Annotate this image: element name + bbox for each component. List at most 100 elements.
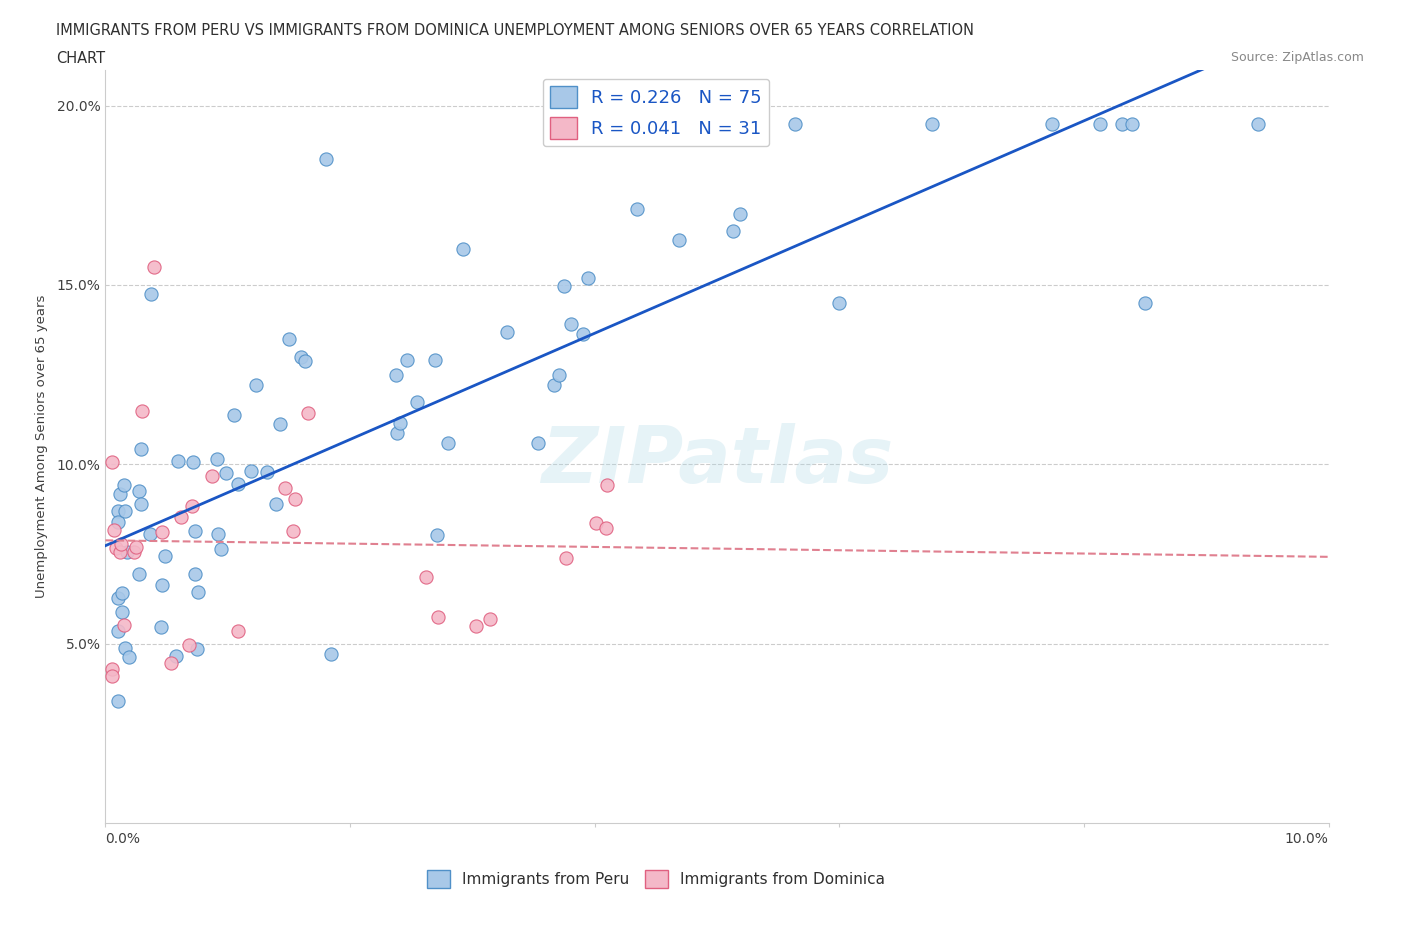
Point [165,649,187,664]
Point [389,415,412,430]
Point [668,232,690,247]
Point [186,642,208,657]
Point [184,566,207,581]
Point [274,481,297,496]
Point [395,352,418,367]
Point [264,497,287,512]
Text: Source: ZipAtlas.com: Source: ZipAtlas.com [1230,51,1364,64]
Point [107,624,129,639]
Point [560,316,582,331]
Point [107,504,129,519]
Point [107,591,129,605]
Point [112,477,135,492]
Point [256,464,278,479]
Point [131,403,153,418]
Point [114,641,136,656]
Point [269,417,291,432]
Point [1121,116,1143,131]
Point [150,578,173,592]
Point [406,394,429,409]
Point [143,259,166,274]
Point [596,477,619,492]
Text: 0.0%: 0.0% [105,832,141,846]
Point [1090,116,1112,131]
Point [585,516,607,531]
Point [548,368,571,383]
Point [100,662,122,677]
Point [101,669,124,684]
Point [112,618,135,632]
Point [100,455,122,470]
Point [122,545,145,560]
Text: ZIPatlas: ZIPatlas [541,423,893,499]
Point [785,116,807,131]
Point [107,694,129,709]
Point [150,525,173,539]
Point [226,623,249,638]
Point [553,278,575,293]
Point [385,426,408,441]
Point [184,524,207,538]
Point [207,526,229,541]
Point [415,570,437,585]
Point [281,524,304,538]
Point [277,331,299,346]
Point [215,465,238,480]
Point [385,367,408,382]
Point [110,537,132,551]
Point [125,540,148,555]
Point [114,504,136,519]
Y-axis label: Unemployment Among Seniors over 65 years: Unemployment Among Seniors over 65 years [35,295,48,598]
Point [426,528,449,543]
Point [1247,116,1270,131]
Point [105,540,128,555]
Point [201,469,224,484]
Point [177,638,200,653]
Point [117,545,139,560]
Point [626,202,648,217]
Point [111,604,134,619]
Point [921,116,943,131]
Point [187,585,209,600]
Point [315,152,337,166]
Point [167,453,190,468]
Point [828,296,851,311]
Point [495,325,517,339]
Point [118,649,141,664]
Point [465,618,488,633]
Point [572,326,595,341]
Point [478,612,501,627]
Point [297,405,319,420]
Point [728,206,751,221]
Point [128,566,150,581]
Point [543,378,565,392]
Point [209,541,232,556]
Point [595,521,617,536]
Point [245,377,267,392]
Legend: Immigrants from Peru, Immigrants from Dominica: Immigrants from Peru, Immigrants from Do… [420,864,891,895]
Text: IMMIGRANTS FROM PERU VS IMMIGRANTS FROM DOMINICA UNEMPLOYMENT AMONG SENIORS OVER: IMMIGRANTS FROM PERU VS IMMIGRANTS FROM … [56,23,974,38]
Point [1133,296,1156,311]
Point [103,523,125,538]
Point [284,491,307,506]
Point [721,223,744,238]
Point [240,464,263,479]
Point [153,549,176,564]
Point [294,353,316,368]
Point [226,477,249,492]
Point [160,656,183,671]
Point [437,435,460,450]
Point [427,609,450,624]
Point [451,241,474,256]
Point [576,271,599,286]
Point [108,486,131,501]
Point [129,442,152,457]
Point [1040,116,1063,131]
Point [129,497,152,512]
Point [224,408,246,423]
Text: CHART: CHART [56,51,105,66]
Point [128,484,150,498]
Point [141,286,163,301]
Point [205,452,228,467]
Point [425,352,447,367]
